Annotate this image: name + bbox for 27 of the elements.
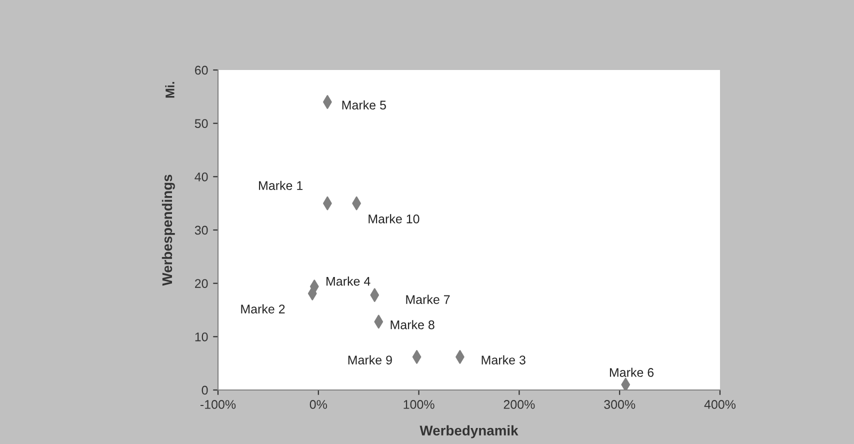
x-axis-title: Werbedynamik — [420, 425, 518, 438]
y-tick-label: 60 — [195, 66, 208, 75]
annotation: Marke 1 — [259, 180, 303, 190]
point — [621, 378, 630, 390]
y-tick-label: 50 — [194, 119, 208, 128]
text: Mi. — [165, 82, 174, 98]
y-tick-label: 20 — [195, 279, 208, 288]
annotation: Marke 2 — [241, 304, 285, 314]
annotation: Marke 6 — [610, 368, 654, 377]
annotation: Marke 7 — [406, 294, 450, 304]
x-tick-label: 200% — [504, 400, 535, 409]
x-tick-label: -100% — [200, 400, 236, 409]
y-tick-label: 0 — [202, 386, 208, 395]
x-tick-label: 0% — [310, 400, 327, 409]
annotation: Marke 8 — [390, 320, 434, 330]
y-tick-label: 40 — [194, 172, 208, 182]
annotation: Marke 10 — [368, 214, 420, 224]
y-tick-label: 30 — [194, 226, 208, 235]
annotation: Marke 5 — [342, 100, 386, 110]
annotation: Marke 9 — [348, 355, 392, 364]
x-tick-label: 400% — [704, 400, 736, 409]
x-tick-label: 300% — [604, 400, 636, 409]
y-tick-label: 10 — [195, 332, 208, 342]
x-tick-label: 100% — [404, 400, 434, 409]
y-axis-title: Werbespendings — [162, 174, 175, 286]
annotation: Marke 3 — [482, 355, 526, 364]
annotation: Marke 4 — [326, 276, 370, 286]
